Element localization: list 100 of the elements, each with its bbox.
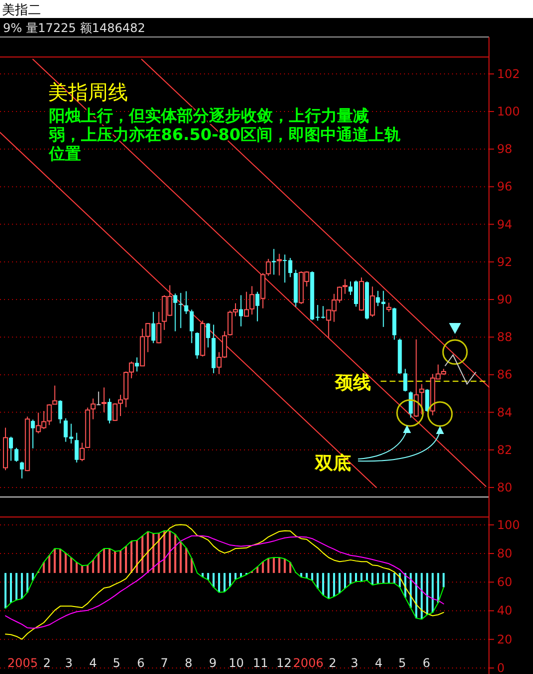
x-tick-label: 10 (228, 656, 244, 670)
bar (174, 534, 176, 573)
candlestick (8, 436, 13, 462)
candlestick (184, 290, 188, 314)
candlestick (260, 272, 266, 309)
y-tick-label: 90 (497, 292, 512, 306)
bar (360, 572, 362, 582)
candlestick (425, 388, 430, 412)
bar (442, 572, 445, 588)
bar (322, 572, 324, 596)
candlestick (14, 447, 18, 462)
x-tick-label: 2005 (7, 656, 38, 670)
y-tick-label: 102 (497, 66, 520, 81)
x-tick-label: 2 (328, 656, 336, 670)
bar (229, 572, 232, 587)
bar (426, 572, 428, 615)
bar (70, 558, 72, 573)
bar (141, 536, 144, 573)
candlestick (195, 332, 200, 360)
candlestick (30, 419, 35, 449)
y-tick-label: 92 (497, 254, 512, 269)
candlestick (370, 286, 375, 318)
x-tick-label: 9 (208, 656, 217, 670)
bar (432, 572, 434, 612)
candlestick (108, 398, 112, 424)
y-tick-label: 98 (497, 142, 512, 156)
x-tick-label: 4 (374, 656, 382, 670)
candlestick (408, 390, 413, 418)
candlestick (386, 302, 392, 312)
y-tick-label: 20 (497, 632, 512, 646)
x-tick-label: 7 (160, 656, 168, 670)
bar (306, 572, 308, 578)
bar (15, 572, 18, 600)
bar (376, 572, 379, 584)
bar (64, 553, 67, 573)
y-tick-label: 100 (497, 104, 520, 119)
x-tick-label: 2006 (292, 656, 324, 670)
candlestick (52, 385, 58, 405)
chart-title: 美指二 (2, 2, 41, 18)
x-tick-label: 5 (398, 656, 406, 670)
annotation: 双底 (314, 453, 351, 474)
bar (20, 572, 23, 599)
bar (42, 562, 45, 573)
bar (278, 558, 280, 573)
bar (284, 558, 286, 573)
candlestick (151, 311, 156, 344)
candlestick (276, 253, 282, 276)
bar (333, 572, 336, 597)
bar (311, 572, 314, 580)
bar (354, 572, 357, 582)
candlestick (206, 322, 210, 348)
y-tick-label: 88 (497, 330, 512, 344)
candlestick (414, 338, 419, 418)
bar (48, 555, 50, 573)
y-tick-label: 80 (497, 546, 512, 560)
bar (420, 572, 423, 620)
y-tick-label: 80 (497, 480, 512, 494)
bar (262, 562, 264, 573)
bar (76, 562, 78, 573)
bar (224, 572, 226, 592)
bar (130, 541, 132, 573)
bar (190, 558, 193, 573)
x-tick-label: 6 (422, 656, 430, 670)
candlestick (419, 384, 424, 415)
bar (328, 572, 330, 599)
y-tick-label: 60 (497, 575, 512, 590)
candlestick (80, 442, 85, 462)
y-tick-label: 84 (497, 405, 512, 420)
bar (207, 572, 210, 580)
bar (218, 572, 220, 592)
chart-subtitle: 9% 量17225 额1486482 (3, 21, 146, 35)
bar (168, 530, 171, 573)
bar (371, 572, 374, 585)
bar (86, 565, 89, 573)
candlestick (20, 461, 24, 479)
bar (152, 533, 154, 573)
bar (267, 558, 270, 573)
y-tick-label: 82 (497, 442, 512, 457)
bar (158, 533, 160, 573)
bar (344, 572, 346, 588)
bar (54, 548, 56, 573)
candlestick (342, 278, 348, 294)
x-tick-label: 8 (184, 656, 192, 670)
candlestick (156, 311, 162, 344)
x-tick-label: 11 (252, 656, 268, 670)
line-series (4, 524, 444, 640)
bar (350, 572, 352, 584)
bar (180, 542, 182, 573)
x-tick-label: 3 (350, 656, 358, 670)
bar (81, 566, 84, 573)
bar (338, 572, 341, 594)
candlestick (255, 291, 260, 322)
bar (146, 531, 149, 573)
annotation: 美指周线 (48, 80, 128, 104)
bar (10, 572, 12, 603)
candlestick (190, 309, 194, 344)
x-tick-label: 5 (112, 656, 120, 670)
bar (26, 572, 28, 592)
x-tick-label: 6 (137, 656, 145, 670)
bar (366, 572, 368, 580)
